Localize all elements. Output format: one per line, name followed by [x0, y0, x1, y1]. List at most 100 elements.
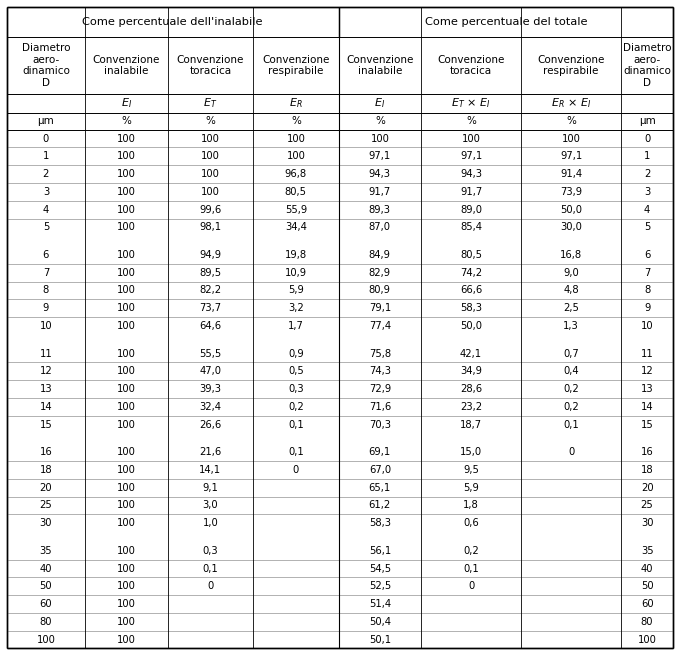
Text: 100: 100 [117, 151, 136, 161]
Text: $E_T$: $E_T$ [203, 96, 218, 111]
Text: 73,7: 73,7 [199, 303, 222, 313]
Text: Come percentuale dell'inalabile: Come percentuale dell'inalabile [82, 16, 263, 27]
Text: 51,4: 51,4 [369, 599, 391, 609]
Text: 4: 4 [644, 204, 650, 215]
Text: 39,3: 39,3 [199, 384, 222, 394]
Text: 100: 100 [117, 420, 136, 430]
Text: 58,3: 58,3 [369, 518, 391, 528]
Text: Diametro
aero-
dinamico
D: Diametro aero- dinamico D [623, 43, 671, 88]
Text: 91,7: 91,7 [369, 187, 391, 197]
Text: 20: 20 [39, 483, 52, 493]
Text: 80: 80 [641, 617, 653, 627]
Text: 100: 100 [117, 348, 136, 358]
Text: 100: 100 [117, 134, 136, 143]
Text: 70,3: 70,3 [369, 420, 391, 430]
Text: 9,0: 9,0 [563, 268, 579, 278]
Text: 89,0: 89,0 [460, 204, 482, 215]
Text: 94,3: 94,3 [369, 169, 391, 179]
Text: 0,7: 0,7 [563, 348, 579, 358]
Text: %: % [291, 116, 301, 126]
Text: 91,7: 91,7 [460, 187, 482, 197]
Text: 6: 6 [43, 250, 49, 260]
Text: 8: 8 [43, 286, 49, 295]
Text: 0,1: 0,1 [203, 563, 218, 574]
Text: %: % [566, 116, 576, 126]
Text: Diametro
aero-
dinamico
D: Diametro aero- dinamico D [22, 43, 70, 88]
Text: %: % [121, 116, 131, 126]
Text: 47,0: 47,0 [199, 366, 222, 377]
Text: 40: 40 [39, 563, 52, 574]
Text: 3: 3 [43, 187, 49, 197]
Text: 14: 14 [641, 402, 653, 412]
Text: 97,1: 97,1 [560, 151, 582, 161]
Text: 75,8: 75,8 [369, 348, 391, 358]
Text: 50,0: 50,0 [560, 204, 582, 215]
Text: 2,5: 2,5 [563, 303, 579, 313]
Text: 80,9: 80,9 [369, 286, 391, 295]
Text: 0,3: 0,3 [203, 546, 218, 555]
Text: 0: 0 [292, 465, 299, 475]
Text: 10: 10 [39, 321, 52, 331]
Text: 100: 100 [117, 384, 136, 394]
Text: 82,2: 82,2 [199, 286, 222, 295]
Text: 5: 5 [43, 223, 49, 233]
Text: 32,4: 32,4 [199, 402, 222, 412]
Text: 16: 16 [39, 447, 52, 457]
Text: 100: 100 [117, 617, 136, 627]
Text: 100: 100 [286, 151, 305, 161]
Text: 100: 100 [201, 169, 220, 179]
Text: 50: 50 [39, 581, 52, 591]
Text: 0,2: 0,2 [563, 384, 579, 394]
Text: $E_I$: $E_I$ [374, 96, 386, 111]
Text: 35: 35 [39, 546, 52, 555]
Text: 100: 100 [117, 546, 136, 555]
Text: 64,6: 64,6 [199, 321, 222, 331]
Text: 16: 16 [641, 447, 653, 457]
Text: 5,9: 5,9 [288, 286, 304, 295]
Text: 0: 0 [43, 134, 49, 143]
Text: 23,2: 23,2 [460, 402, 482, 412]
Text: Convenzione
respirabile: Convenzione respirabile [537, 55, 605, 76]
Text: 100: 100 [117, 321, 136, 331]
Text: 100: 100 [37, 635, 55, 645]
Text: 0,6: 0,6 [463, 518, 479, 528]
Text: 13: 13 [39, 384, 52, 394]
Text: 50,1: 50,1 [369, 635, 391, 645]
Text: 100: 100 [638, 635, 657, 645]
Text: 100: 100 [201, 151, 220, 161]
Text: Convenzione
toracica: Convenzione toracica [177, 55, 244, 76]
Text: 8: 8 [644, 286, 650, 295]
Text: 18,7: 18,7 [460, 420, 482, 430]
Text: 1,7: 1,7 [288, 321, 304, 331]
Text: 69,1: 69,1 [369, 447, 391, 457]
Text: 80,5: 80,5 [460, 250, 482, 260]
Text: 0: 0 [644, 134, 650, 143]
Text: 0,1: 0,1 [563, 420, 579, 430]
Text: 13: 13 [641, 384, 653, 394]
Text: 10,9: 10,9 [285, 268, 307, 278]
Text: 4,8: 4,8 [563, 286, 579, 295]
Text: 100: 100 [117, 465, 136, 475]
Text: 61,2: 61,2 [369, 500, 391, 510]
Text: 100: 100 [117, 286, 136, 295]
Text: 50,0: 50,0 [460, 321, 482, 331]
Text: 100: 100 [201, 187, 220, 197]
Text: Convenzione
inalabile: Convenzione inalabile [92, 55, 160, 76]
Text: 100: 100 [117, 169, 136, 179]
Text: %: % [205, 116, 216, 126]
Text: 85,4: 85,4 [460, 223, 482, 233]
Text: 35: 35 [641, 546, 653, 555]
Text: 73,9: 73,9 [560, 187, 582, 197]
Text: 11: 11 [39, 348, 52, 358]
Text: 100: 100 [371, 134, 389, 143]
Text: 0: 0 [207, 581, 214, 591]
Text: 87,0: 87,0 [369, 223, 391, 233]
Text: 9,1: 9,1 [203, 483, 218, 493]
Text: 52,5: 52,5 [369, 581, 391, 591]
Text: 9: 9 [644, 303, 650, 313]
Text: 100: 100 [117, 402, 136, 412]
Text: 7: 7 [644, 268, 650, 278]
Text: 30: 30 [39, 518, 52, 528]
Text: 100: 100 [117, 303, 136, 313]
Text: 0,2: 0,2 [288, 402, 304, 412]
